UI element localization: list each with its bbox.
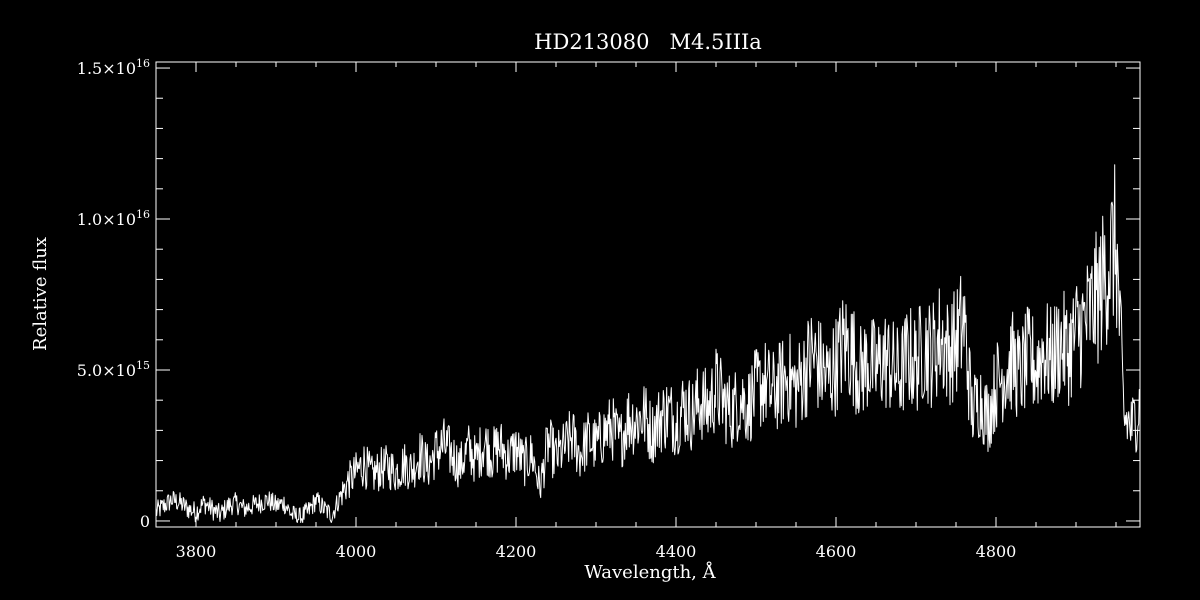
x-tick-label: 4000 <box>336 542 377 561</box>
x-tick-label: 4800 <box>976 542 1017 561</box>
y-tick-label: 0 <box>140 512 150 531</box>
y-tick-label: 5.0×1015 <box>77 359 150 380</box>
series-line-spectrum <box>155 164 1141 523</box>
plot-area: 3800 4000 4200 4400 4600 4800 0 5.0×1015 1.0×10… <box>77 57 1141 561</box>
y-tick-label: 1.0×1016 <box>77 208 150 229</box>
x-tick-label: 4600 <box>816 542 857 561</box>
y-tick-label: 1.5×1016 <box>77 57 150 78</box>
y-axis-title: Relative flux <box>30 237 51 351</box>
plot-frame <box>155 61 1141 528</box>
y-axis-ticks: 0 5.0×1015 1.0×1016 1.5×1016 <box>77 57 1140 531</box>
x-axis-title: Wavelength, Å <box>584 561 716 583</box>
x-tick-label: 4400 <box>656 542 697 561</box>
x-axis-ticks: 3800 4000 4200 4400 4600 4800 <box>155 62 1117 561</box>
x-tick-label: 3800 <box>176 542 217 561</box>
x-tick-label: 4200 <box>496 542 537 561</box>
chart-title: HD213080 M4.5IIIa <box>534 30 762 54</box>
